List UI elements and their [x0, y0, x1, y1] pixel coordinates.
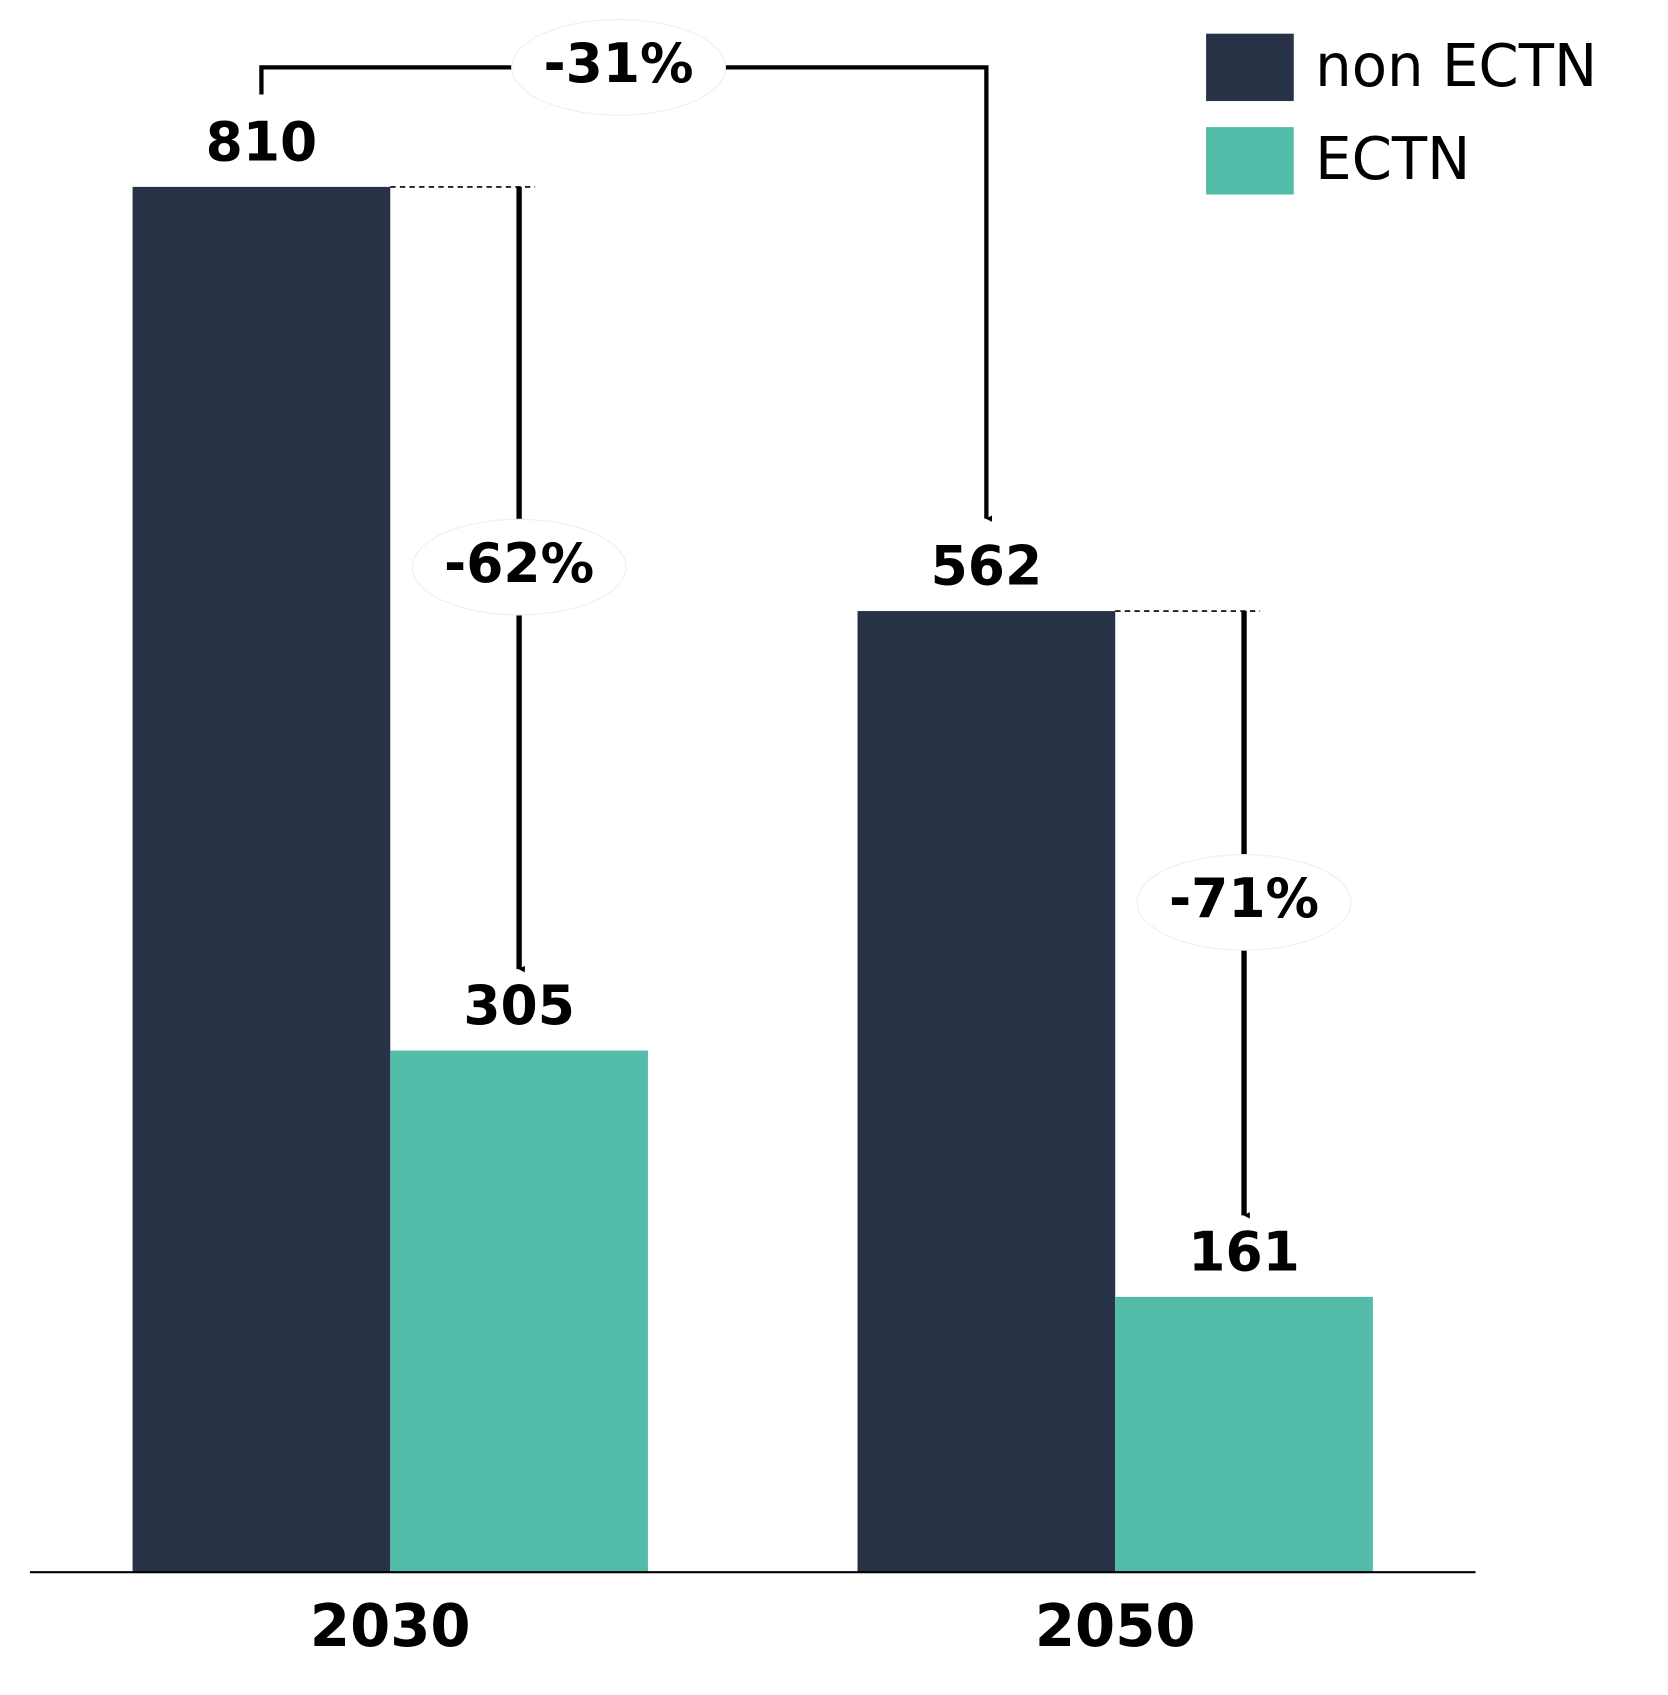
- annotation: -71%: [1169, 867, 1319, 931]
- legend-label: ECTN: [1315, 125, 1470, 194]
- legend-label: non ECTN: [1315, 31, 1597, 100]
- value-label: 305: [463, 974, 575, 1038]
- bar: [390, 1050, 648, 1573]
- x-tick-label: 2050: [1035, 1592, 1196, 1661]
- annotation-bg: [411, 518, 627, 616]
- annotation-bg: [1136, 853, 1352, 951]
- value-label: 562: [931, 534, 1043, 598]
- x-tick-label: 2030: [310, 1592, 471, 1661]
- value-label: 810: [206, 110, 318, 174]
- annotation: -31%: [543, 32, 693, 96]
- value-label: 161: [1188, 1220, 1300, 1284]
- legend-swatch: [1206, 33, 1294, 102]
- annotation-bg: [511, 19, 727, 116]
- annotation: -62%: [444, 531, 594, 595]
- legend-swatch: [1206, 127, 1294, 195]
- bar: [132, 186, 391, 1573]
- bar: [857, 611, 1116, 1573]
- bar: [1115, 1296, 1373, 1573]
